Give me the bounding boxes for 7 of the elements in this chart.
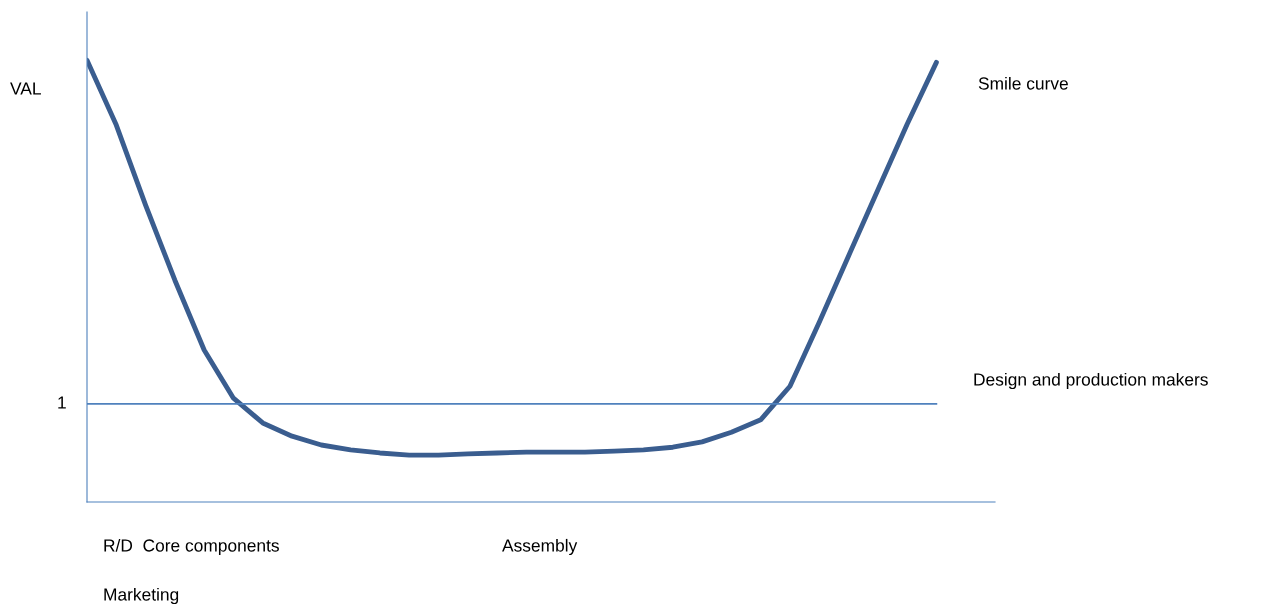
annotation: Smile curve xyxy=(978,76,1068,90)
text: R/D Core components xyxy=(104,538,279,556)
text: 1 xyxy=(58,396,66,409)
text: Assembly xyxy=(502,538,578,556)
y-axis-title: VAL xyxy=(10,82,41,95)
annotation: Design and production makers xyxy=(974,372,1208,390)
text: Marketing xyxy=(104,587,179,605)
